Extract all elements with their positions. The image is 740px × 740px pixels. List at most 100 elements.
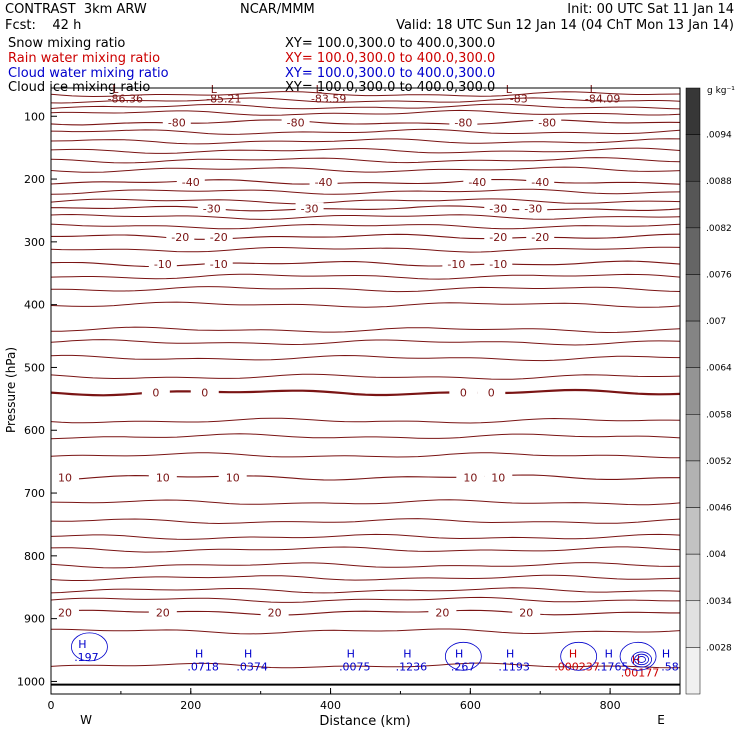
y-tick-label: 900 (24, 613, 45, 626)
cloud-maximum-value: .0374 (236, 660, 268, 673)
colorbar-swatch (685, 274, 701, 322)
isotherm-label: -40 (315, 176, 333, 189)
cloud-contour-core (631, 651, 652, 668)
colorbar-label: .0076 (706, 270, 732, 280)
colorbar-label: .0028 (706, 643, 732, 653)
cloud-maximum-value: .1236 (396, 660, 428, 673)
isotherm-line (50, 138, 681, 145)
isotherm-line (50, 213, 681, 220)
isotherm-line (50, 587, 681, 594)
cloud-maximum-value: .1765 (597, 660, 629, 673)
cloud-contour-core (637, 656, 646, 663)
isotherm-label: 10 (226, 471, 240, 484)
temperature-minimum-value: -83 (510, 93, 528, 106)
isotherm-label: -80 (538, 117, 556, 130)
y-tick-label: 400 (24, 299, 45, 312)
init-time: Init: 00 UTC Sat 11 Jan 14 (567, 2, 734, 17)
plot-frame (50, 87, 681, 695)
temperature-minimum-marker: L (211, 83, 218, 96)
isotherm-label: -30 (489, 203, 507, 216)
isotherm-label: 0 (152, 387, 159, 400)
field-xy-rain: XY= 100.0,300.0 to 400.0,300.0 (285, 51, 496, 66)
y-tick-label: 300 (24, 236, 45, 249)
y-tick-label: 200 (24, 173, 45, 186)
isotherm-line-labeled (50, 388, 681, 397)
cloud-maximum-marker: H (662, 647, 670, 660)
isotherm-label: -10 (447, 258, 465, 271)
isotherm-line-labeled (51, 205, 681, 212)
cloud-maximum-marker: H (195, 647, 203, 660)
cloud-maximum-value: .197 (74, 651, 99, 664)
isotherm-label-bg (148, 606, 177, 619)
isotherm-line (50, 147, 681, 154)
x-tick-label: 600 (460, 699, 481, 712)
cloud-maximum-marker: H (347, 647, 355, 660)
isotherm-line (50, 574, 681, 581)
colorbar-swatch (685, 87, 701, 135)
cloud-maximum-value: .267 (451, 660, 476, 673)
isotherm-label-bg (484, 257, 513, 270)
isotherm-line (50, 518, 681, 525)
isotherm-label-bg (176, 176, 205, 189)
cloud-maximum-marker: H (506, 647, 514, 660)
temperature-minimum-value: -84.09 (585, 93, 620, 106)
isotherm-label-bg (166, 230, 195, 243)
isotherm-line (50, 417, 681, 424)
colorbar-swatch (685, 227, 701, 275)
colorbar-unit: g kg⁻¹ (707, 86, 735, 96)
field-xy-cloud-ice: XY= 100.0,300.0 to 400.0,300.0 (285, 80, 496, 95)
isotherm-line (50, 223, 681, 230)
colorbar-swatch (685, 647, 701, 695)
y-tick-label: 600 (24, 424, 45, 437)
cloud-contour (560, 641, 598, 671)
y-tick-label: 100 (24, 110, 45, 123)
isotherm-label-bg (281, 116, 310, 129)
isotherm-line-labeled (50, 178, 681, 185)
isotherm-label: 20 (58, 606, 72, 619)
field-name-snow: Snow mixing ratio (8, 36, 126, 51)
colorbar-swatch (685, 460, 701, 508)
isotherm-label-bg (141, 386, 170, 399)
isotherm-label-bg (484, 471, 513, 484)
isotherm-label: -80 (168, 117, 186, 130)
isotherm-label-bg (204, 230, 233, 243)
isotherm-label-bg (309, 176, 338, 189)
cloud-maximum-marker: H (569, 647, 577, 660)
y-tick-label: 800 (24, 550, 45, 563)
colorbar-swatch (685, 600, 701, 648)
cloud-maximum-value: .000237 (554, 660, 600, 673)
isotherm-label-bg (260, 606, 289, 619)
isotherm-label: 10 (156, 471, 170, 484)
x-tick-label: 800 (600, 699, 621, 712)
cloud-contour-core (634, 653, 649, 666)
colorbar-label: .0088 (706, 177, 732, 187)
isotherm-line (50, 373, 681, 380)
cloud-maximum-marker: H (605, 647, 613, 660)
isotherm-label: -20 (171, 231, 189, 244)
colorbar-label: .0064 (706, 364, 732, 374)
isotherm-line (50, 354, 681, 362)
field-xy-snow: XY= 100.0,300.0 to 400.0,300.0 (285, 36, 496, 51)
isotherm-label: -30 (301, 203, 319, 216)
isotherm-line (50, 109, 681, 116)
isotherm-label: -30 (524, 203, 542, 216)
x-tick-label: 200 (180, 699, 201, 712)
colorbar-label: .0052 (706, 457, 732, 467)
cloud-maximum-value: .00177 (621, 667, 660, 680)
isotherm-label: -20 (531, 231, 549, 244)
west-label: W (80, 713, 92, 727)
isotherm-line (50, 339, 681, 346)
temperature-minimum-marker: L (590, 83, 597, 96)
isotherm-label: -10 (154, 258, 172, 271)
isotherm-label-bg (162, 116, 191, 129)
isotherm-label-bg (456, 471, 485, 484)
isotherm-line (51, 628, 681, 635)
isotherm-line (50, 433, 681, 440)
cloud-contour (71, 632, 108, 662)
isotherm-label-bg (533, 116, 562, 129)
isotherm-line (50, 188, 681, 195)
isotherm-line (50, 103, 681, 110)
isotherm-line (50, 273, 681, 280)
cloud-contour (619, 641, 657, 671)
